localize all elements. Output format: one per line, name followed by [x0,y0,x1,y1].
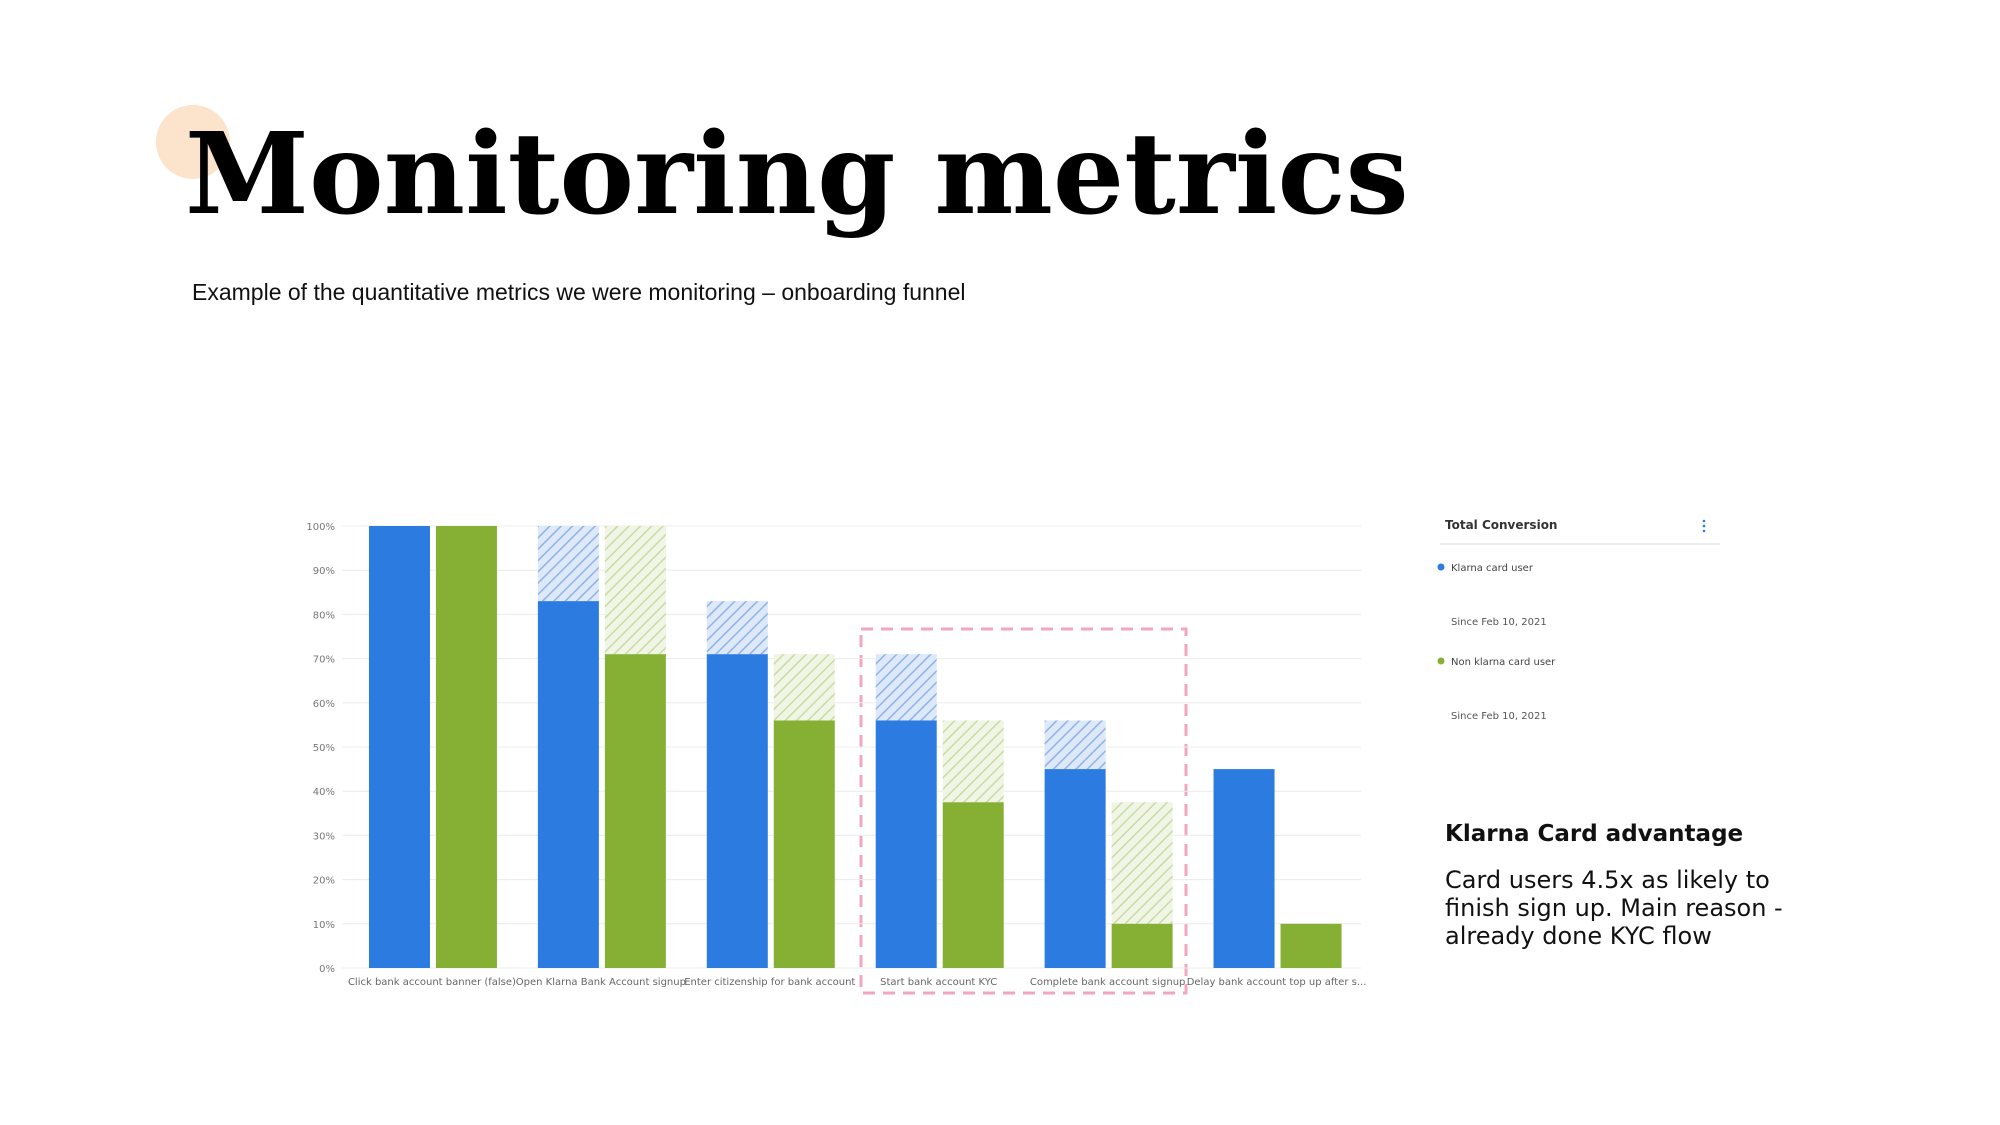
y-tick-label: 80% [313,610,335,621]
dropoff-bar [604,526,666,655]
sidebar-title: Total Conversion [1445,518,1557,532]
y-tick-label: 70% [313,655,335,666]
y-tick-label: 20% [313,876,335,887]
legend-swatch [1437,563,1445,571]
x-tick-label: Delay bank account top up after s... [1187,977,1367,988]
since-label: Since Feb 10, 2021 [1451,617,1547,628]
subtitle: Example of the quantitative metrics we w… [192,279,966,305]
legend-label: Klarna card user [1451,563,1534,574]
dropoff-bar [942,720,1004,803]
note-title: Klarna Card advantage [1445,821,1743,847]
note-line: finish sign up. Main reason - [1445,894,1783,922]
y-tick-label: 90% [313,566,335,577]
bar [706,654,768,968]
x-tick-label: Open Klarna Bank Account signup [516,977,686,988]
since-label: Since Feb 10, 2021 [1451,711,1547,722]
decor-circle [156,105,230,179]
y-tick-label: 100% [306,522,335,533]
y-tick-label: 0% [319,964,335,975]
legend-swatch [1437,657,1445,665]
bar [1111,923,1173,968]
bar [773,720,835,968]
dropoff-bar [1111,802,1173,924]
note-line: Card users 4.5x as likely to [1445,866,1770,894]
bar [1213,769,1275,968]
y-tick-label: 10% [313,920,335,931]
x-tick-label: Complete bank account signup [1030,977,1186,988]
dropoff-bar [773,654,835,721]
legend-label: Non klarna card user [1451,657,1556,668]
highlight-box [859,627,1188,995]
y-tick-label: 60% [313,699,335,710]
y-tick-label: 40% [313,787,335,798]
bar [435,526,497,968]
dropoff-bar [875,654,937,721]
bar [875,720,937,968]
x-tick-label: Start bank account KYC [880,977,997,988]
dropoff-bar [1044,720,1106,770]
note-line: already done KYC flow [1445,922,1712,950]
x-tick-label: Enter citizenship for bank account [684,977,855,988]
dropoff-bar [537,526,599,602]
plot: 0% 10% 20% 30% 40% 50% 60% 70% 80% 90% 100% Click b… [306,522,1366,988]
dropoff-bar [706,601,768,655]
bar [1280,923,1342,968]
sidebar-legend: Klarna card user Since Feb 10, 2021 Non kl… [1437,563,1556,722]
x-tick-label: Click bank account banner (false) [348,977,516,988]
bar [537,601,599,968]
bar [942,802,1004,968]
menu-icon [1702,519,1706,533]
y-tick-label: 30% [313,831,335,842]
y-tick-label: 50% [313,743,335,754]
title: Monitoring metrics [185,109,1409,240]
bar [604,654,666,968]
bar [368,526,430,968]
bar [1044,769,1106,968]
